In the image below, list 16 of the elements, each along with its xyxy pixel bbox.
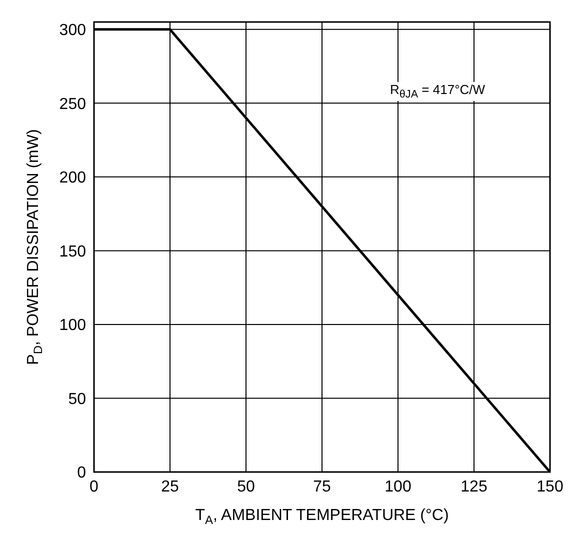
x-tick-label: 0 [90,478,99,496]
x-tick-label: 150 [536,478,564,496]
x-tick-label: 100 [384,478,412,496]
x-tick-label: 125 [460,478,488,496]
y-tick-label: 250 [59,96,86,113]
y-tick-label: 50 [68,390,86,408]
x-axis-title: T$_{A}$, AMBIENT TEMPERATURE (°C) [195,507,449,527]
y-tick-label: 100 [59,317,86,334]
x-tick-label: 50 [237,478,255,496]
y-tick-label: 0 [77,464,86,482]
annotation: R$_{θJA}$ = 417°C/W [388,82,488,101]
y-tick-label: 300 [59,22,86,40]
y-tick-label: 150 [59,243,86,260]
x-tick-label: 25 [161,478,179,496]
x-tick-label: 75 [313,478,331,496]
y-tick-label: 200 [59,170,86,187]
